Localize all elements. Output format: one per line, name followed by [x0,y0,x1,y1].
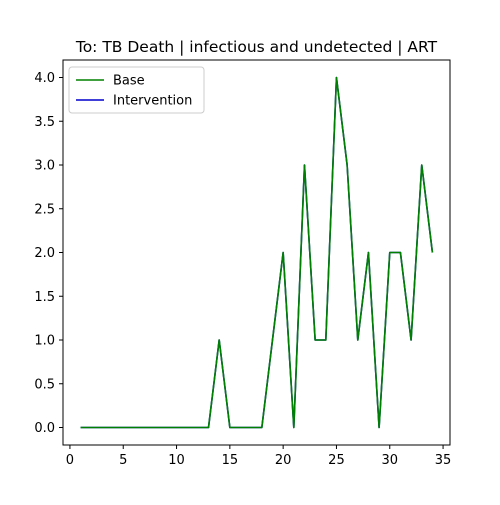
y-tick-label: 1.5 [34,290,55,305]
legend: Base Intervention [68,66,205,114]
series-layer [80,76,434,429]
x-tick-label: 25 [328,453,345,468]
y-tick-label: 3.0 [34,159,55,174]
legend-label-base: Base [113,74,145,89]
chart-title: To: TB Death | infectious and undetected… [75,38,438,56]
x-tick-label: 30 [381,453,398,468]
x-tick-label: 0 [66,453,74,468]
series-line-base [80,76,434,429]
x-tick-label: 35 [435,453,452,468]
x-tick-label: 10 [168,453,185,468]
y-tick-label: 0.5 [34,377,55,392]
axis-layer: 0 5 10 15 20 25 30 35 0.0 0.5 1.0 1.5 2.0 2.5 3.0 3.5 4.… [34,59,452,468]
x-tick-label: 20 [275,453,292,468]
legend-box [68,66,205,114]
y-tick-label: 0.0 [34,421,55,436]
y-tick-label: 4.0 [34,71,55,86]
y-tick-label: 2.5 [34,202,55,217]
legend-label-intervention: Intervention [113,94,192,109]
x-tick-label: 15 [222,453,239,468]
y-tick-label: 2.0 [34,246,55,261]
x-tick-label: 5 [119,453,127,468]
y-tick-label: 3.5 [34,115,55,130]
y-tick-label: 1.0 [34,334,55,349]
